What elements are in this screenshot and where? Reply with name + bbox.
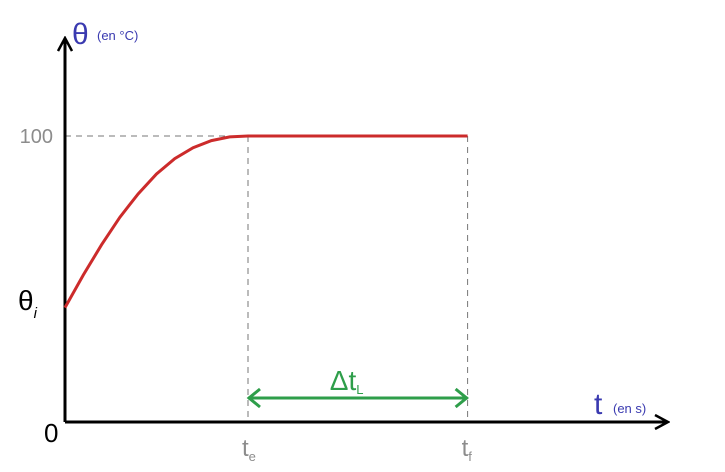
y-tick-label-theta-i: θi <box>18 285 38 322</box>
x-axis-unit: (en s) <box>613 401 646 416</box>
x-tick-label-tf-main: t <box>462 435 469 462</box>
interval-annotation <box>246 387 469 409</box>
y-axis-unit: (en °C) <box>97 28 138 43</box>
x-axis-symbol: t <box>594 388 603 421</box>
y-tick-label-theta-i-main: θ <box>18 285 34 316</box>
interval-label-main: Δt <box>330 365 357 396</box>
interval-label-sub: L <box>356 382 363 397</box>
interval-arrowhead-right <box>454 387 469 409</box>
x-tick-label-te-sub: e <box>249 449 256 464</box>
y-tick-label-theta-i-sub: i <box>34 305 38 322</box>
y-tick-label-100: 100 <box>20 126 53 148</box>
x-tick-label-tf: tf <box>462 435 473 464</box>
x-tick-label-te: te <box>242 435 256 464</box>
x-tick-label-tf-sub: f <box>468 449 472 464</box>
y-axis-symbol: θ <box>72 18 89 51</box>
interval-arrowhead-left <box>246 387 261 409</box>
interval-label: ΔtL <box>330 365 364 397</box>
temperature-series-line <box>63 134 468 309</box>
origin-label: 0 <box>44 418 58 448</box>
x-tick-label-te-main: t <box>242 435 249 462</box>
